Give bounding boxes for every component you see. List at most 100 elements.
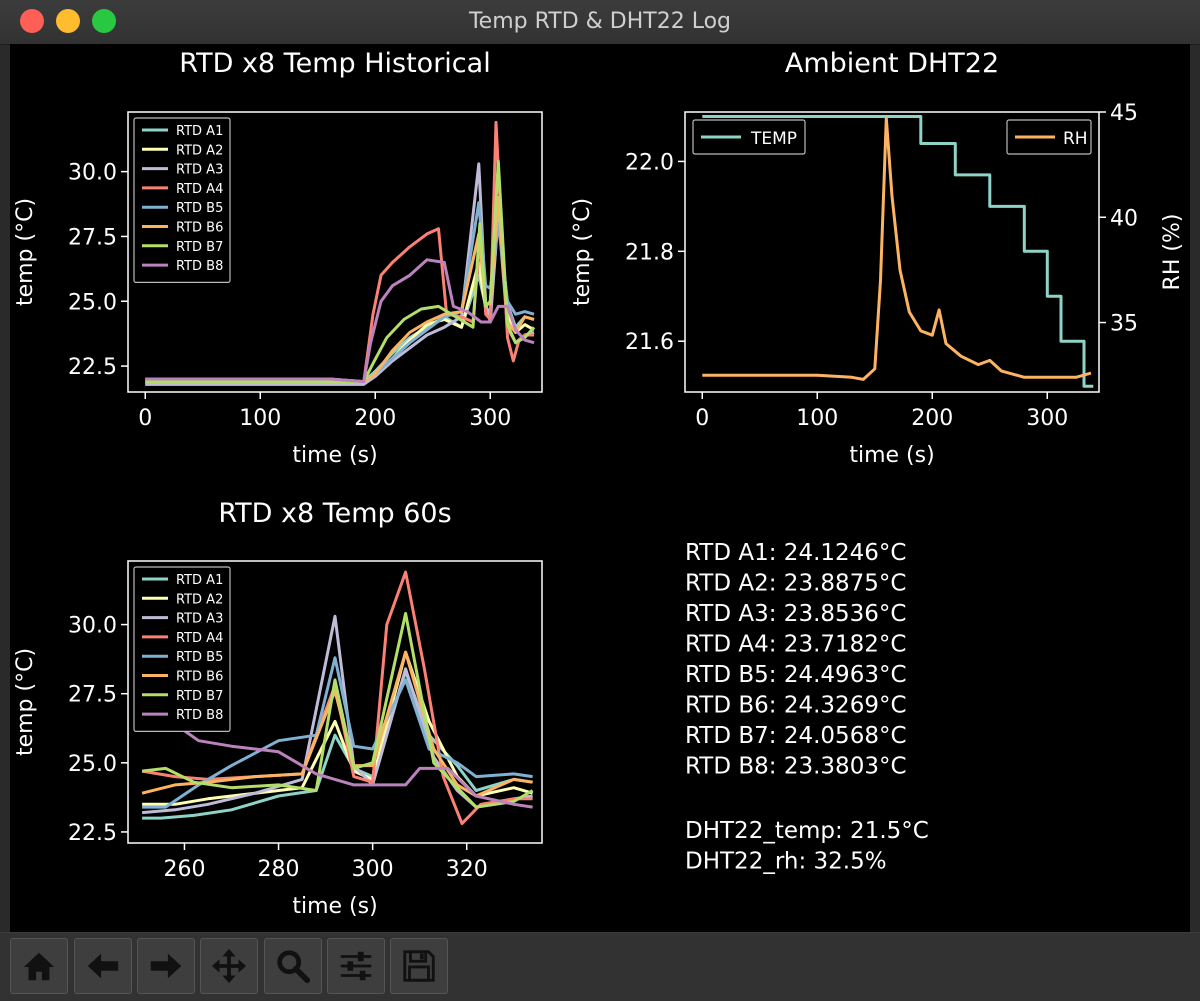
series-line-rtd-b7 bbox=[141, 612, 534, 809]
axes-frame bbox=[127, 560, 543, 844]
legend-label: RTD A4 bbox=[176, 182, 223, 197]
legend-label: RTD B8 bbox=[176, 259, 223, 274]
magnifier-icon bbox=[277, 950, 311, 984]
series-line-rtd-b5 bbox=[142, 656, 533, 809]
zoom-button[interactable] bbox=[264, 938, 322, 994]
y-tick-label: 22.5 bbox=[68, 821, 117, 846]
series-line-rtd-b8 bbox=[145, 258, 535, 384]
y-tick-label: 27.5 bbox=[68, 225, 117, 250]
chart-2: Ambient DHT22 0 100 200 300 21.6 21.8 22.0 35 40 4… bbox=[570, 48, 1185, 468]
legend: RTD A1 RTD A2 RTD A3 RTD A4 RTD B5 RTD B6 RTD … bbox=[133, 566, 231, 732]
legend-label: RTD A2 bbox=[176, 143, 223, 158]
x-tick-label: 200 bbox=[354, 406, 396, 431]
home-button[interactable] bbox=[10, 938, 68, 994]
y2-tick-label: 40 bbox=[1110, 206, 1138, 231]
save-button[interactable] bbox=[390, 938, 448, 994]
chart-title: RTD x8 Temp Historical bbox=[179, 48, 490, 79]
y-axis-label: temp (°C) bbox=[13, 648, 38, 756]
legend-label: RTD B6 bbox=[176, 221, 223, 236]
y-tick-label: 25.0 bbox=[68, 752, 117, 777]
legend-label: RTD B7 bbox=[176, 689, 223, 704]
y-axis-label: temp (°C) bbox=[570, 198, 595, 306]
x-tick-label: 260 bbox=[163, 857, 205, 882]
x-tick-label: 100 bbox=[796, 406, 838, 431]
series-line-rtd-b8 bbox=[141, 711, 533, 809]
x-tick-label: 300 bbox=[352, 857, 394, 882]
zoom-window-icon[interactable] bbox=[92, 9, 116, 33]
title-bar: Temp RTD & DHT22 Log bbox=[0, 0, 1200, 45]
plot-area bbox=[145, 120, 536, 386]
figure-svg: RTD x8 Temp Historical 0 100 200 300 22.5 25.0… bbox=[13, 48, 1185, 919]
legend-frame bbox=[133, 566, 231, 732]
x-tick-label: 300 bbox=[469, 406, 511, 431]
chart-3: RTD x8 Temp 60s 260 280 300 320 22.5 25.0 27.5 3… bbox=[13, 498, 543, 919]
legend-label: RTD A4 bbox=[176, 631, 223, 646]
readout-line: DHT22_rh: 32.5% bbox=[685, 849, 887, 875]
legend: RTD A1 RTD A2 RTD A3 RTD A4 RTD B5 RTD B6 RTD … bbox=[133, 117, 231, 283]
move-icon bbox=[211, 948, 247, 984]
series-line-temp bbox=[702, 115, 1094, 388]
minimize-icon[interactable] bbox=[56, 9, 80, 33]
y-tick-label: 22.0 bbox=[625, 150, 674, 175]
readout-line: RTD A2: 23.8875°C bbox=[685, 571, 906, 597]
forward-button[interactable] bbox=[137, 938, 195, 994]
readout-line: RTD B7: 24.0568°C bbox=[685, 723, 907, 749]
x-axis-label: time (s) bbox=[292, 894, 377, 919]
readout-line: DHT22_temp: 21.5°C bbox=[685, 818, 929, 844]
arrow-right-icon bbox=[150, 953, 182, 979]
readout-line: RTD A3: 23.8536°C bbox=[685, 601, 906, 627]
legend-label: RTD B6 bbox=[176, 670, 223, 685]
y-tick-label: 21.6 bbox=[625, 330, 674, 355]
y-tick-label: 25.0 bbox=[68, 290, 117, 315]
legend-frame bbox=[692, 119, 806, 155]
floppy-disk-icon bbox=[403, 950, 435, 982]
chart-1: RTD x8 Temp Historical 0 100 200 300 22.5 25.0… bbox=[13, 48, 543, 468]
close-icon[interactable] bbox=[20, 9, 44, 33]
readout-line: RTD B8: 23.3803°C bbox=[685, 754, 907, 780]
legend-label: TEMP bbox=[750, 129, 797, 149]
plot-area bbox=[702, 115, 1094, 388]
pan-button[interactable] bbox=[200, 938, 258, 994]
y-tick-label: 21.8 bbox=[625, 240, 674, 265]
legend-label: RTD A3 bbox=[176, 163, 223, 178]
series-line-rtd-a4 bbox=[145, 120, 534, 384]
x-tick-label: 100 bbox=[239, 406, 281, 431]
chart-title: Ambient DHT22 bbox=[785, 48, 999, 79]
legend-frame bbox=[133, 117, 231, 283]
y-tick-label: 27.5 bbox=[68, 683, 117, 708]
legend-label: RTD B5 bbox=[176, 201, 223, 216]
window-title: Temp RTD & DHT22 Log bbox=[468, 9, 732, 34]
configure-subplots-button[interactable] bbox=[327, 938, 385, 994]
legend-label: RTD B8 bbox=[176, 708, 223, 723]
x-axis-label: time (s) bbox=[292, 443, 377, 468]
y-axis-label: temp (°C) bbox=[13, 198, 38, 306]
x-tick-label: 300 bbox=[1026, 406, 1068, 431]
x-tick-label: 280 bbox=[258, 857, 300, 882]
x-axis-label: time (s) bbox=[849, 443, 934, 468]
readout-line: RTD B5: 24.4963°C bbox=[685, 662, 907, 688]
y2-axis-label: RH (%) bbox=[1160, 214, 1185, 291]
y2-tick-label: 45 bbox=[1110, 101, 1138, 126]
y-tick-label: 30.0 bbox=[68, 614, 117, 639]
home-icon bbox=[23, 952, 55, 981]
legend-label: RTD A2 bbox=[176, 592, 223, 607]
navigation-toolbar bbox=[0, 932, 1200, 1001]
x-tick-label: 0 bbox=[695, 406, 709, 431]
arrow-left-icon bbox=[87, 953, 119, 979]
legend-label: RTD A3 bbox=[176, 612, 223, 627]
readout-line: RTD A1: 24.1246°C bbox=[685, 540, 906, 566]
series-line-rh bbox=[702, 116, 1092, 381]
readout-panel: RTD A1: 24.1246°C RTD A2: 23.8875°C RTD A3… bbox=[685, 540, 929, 875]
y2-tick-label: 35 bbox=[1110, 312, 1138, 337]
back-button[interactable] bbox=[74, 938, 132, 994]
x-tick-label: 320 bbox=[446, 857, 488, 882]
legend-label: RTD A1 bbox=[176, 573, 223, 588]
y-tick-label: 22.5 bbox=[68, 355, 117, 380]
x-tick-label: 200 bbox=[911, 406, 953, 431]
x-tick-label: 0 bbox=[138, 406, 152, 431]
readout-line: RTD B6: 24.3269°C bbox=[685, 693, 907, 719]
plot-area bbox=[141, 570, 534, 826]
legend-temp: TEMP bbox=[692, 119, 806, 155]
figure-canvas[interactable]: RTD x8 Temp Historical 0 100 200 300 22.5 25.0… bbox=[10, 44, 1190, 932]
legend-label: RH bbox=[1063, 129, 1088, 149]
